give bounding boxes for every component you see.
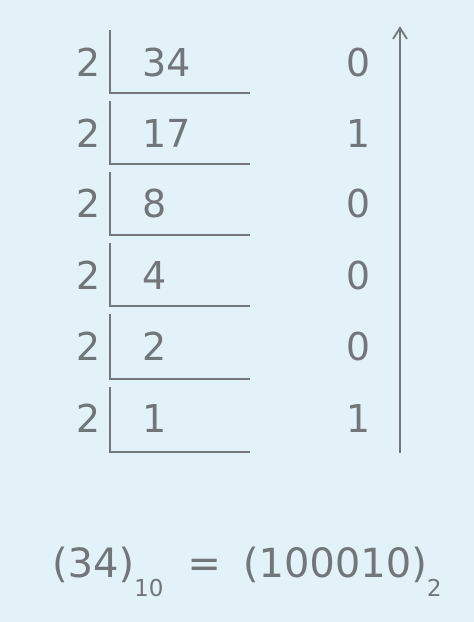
remainder: 1 [345, 112, 371, 156]
divisor: 2 [75, 325, 100, 369]
dividend: 1 [142, 397, 167, 441]
division-bracket-horizontal [109, 378, 250, 380]
equals-sign: = [187, 541, 221, 587]
dividend: 34 [142, 41, 191, 85]
arrow-up-icon [392, 26, 408, 453]
conversion-result: (34)10 = (100010)2 [52, 544, 441, 614]
dividend: 8 [142, 182, 167, 226]
dividend: 4 [142, 254, 167, 298]
remainder: 0 [345, 182, 371, 226]
division-bracket-horizontal [109, 163, 250, 165]
divisor: 2 [75, 41, 100, 85]
divisor: 2 [75, 182, 100, 226]
division-bracket-horizontal [109, 92, 250, 94]
dividend: 2 [142, 325, 167, 369]
remainder: 1 [345, 397, 371, 441]
division-bracket-vertical [109, 172, 111, 236]
binary-number: (100010) [242, 541, 427, 587]
remainder: 0 [345, 254, 371, 298]
remainder: 0 [345, 325, 371, 369]
divisor: 2 [75, 254, 100, 298]
decimal-base: 10 [134, 576, 164, 602]
division-bracket-vertical [109, 387, 111, 453]
division-bracket-horizontal [109, 451, 250, 453]
remainder: 0 [345, 41, 371, 85]
division-bracket-vertical [109, 243, 111, 307]
division-bracket-vertical [109, 101, 111, 165]
division-bracket-horizontal [109, 234, 250, 236]
division-bracket-vertical [109, 30, 111, 94]
dividend: 17 [142, 112, 191, 156]
division-bracket-horizontal [109, 305, 250, 307]
division-bracket-vertical [109, 314, 111, 378]
divisor: 2 [75, 112, 100, 156]
binary-base: 2 [426, 576, 442, 602]
divisor: 2 [75, 397, 100, 441]
decimal-number: (34) [52, 541, 135, 587]
